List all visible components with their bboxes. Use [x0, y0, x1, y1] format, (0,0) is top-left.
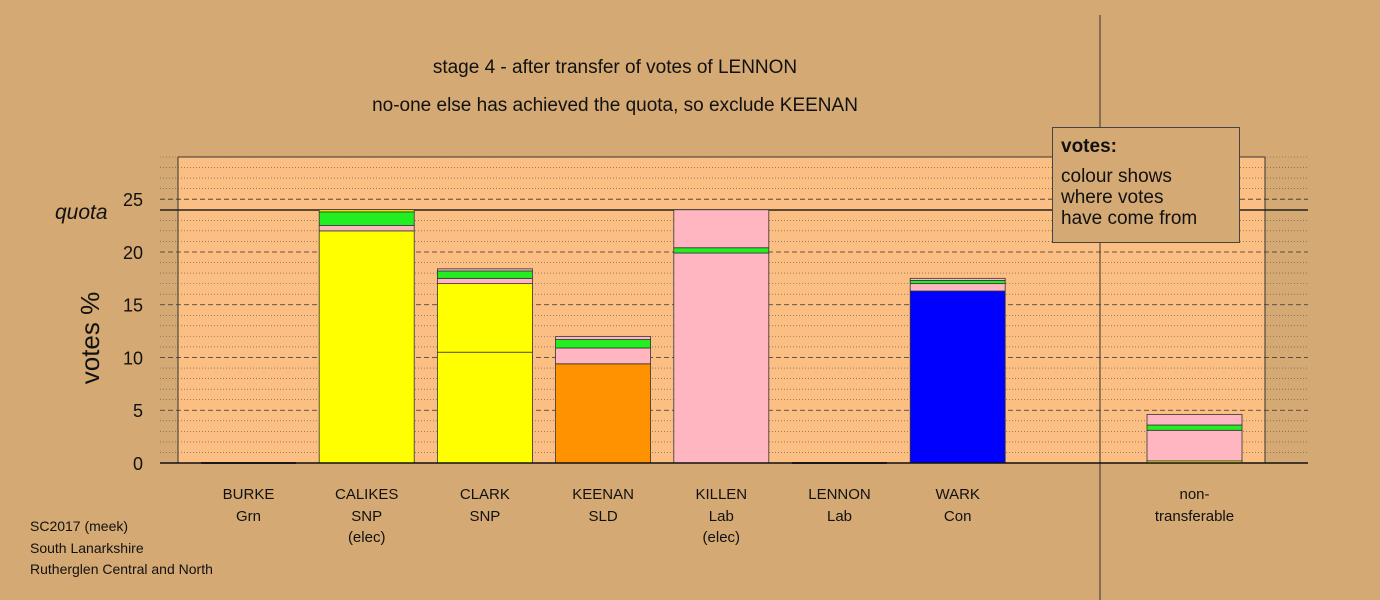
chart-subtitle: no-one else has achieved the quota, so e… [372, 95, 858, 116]
bar-segment-killen [673, 247, 770, 254]
bar-segment-keenan [555, 339, 651, 349]
candidate-party: SNP [469, 508, 500, 525]
y-tick-label: 20 [123, 243, 143, 263]
candidate-party: Lab [709, 508, 734, 525]
bar-segment-keenan [555, 347, 651, 365]
legend-title: votes: [1061, 136, 1117, 157]
bar-segment-wark [909, 290, 1006, 464]
bar-segment-clark [436, 277, 533, 285]
legend-box: votes: colour shows where votes have com… [1052, 127, 1240, 243]
bar-segment-killen [673, 252, 770, 464]
bar-segment-nontransferable [1146, 414, 1243, 426]
candidate-party: Lab [827, 508, 852, 525]
candidate-party: SNP [351, 508, 382, 525]
footer-line-3: Rutherglen Central and North [30, 561, 213, 577]
nontransferable-label: transferable [1155, 508, 1234, 525]
candidate-name: KILLEN [695, 486, 747, 503]
y-tick-label: 10 [123, 348, 143, 368]
bar-segment-killen [673, 209, 770, 249]
candidate-name: WARK [935, 486, 979, 503]
bar-segment-nontransferable [1146, 429, 1243, 462]
bar-segment-clark [436, 283, 533, 353]
y-tick-label: 25 [123, 190, 143, 210]
bar-segment-wark [909, 283, 1006, 292]
candidate-name: CALIKES [335, 486, 398, 503]
quota-label: quota [55, 201, 108, 224]
y-axis-label: votes % [75, 292, 105, 385]
y-tick-labels: 0 5 10 15 20 25 [123, 190, 143, 474]
bar-segment-wark [909, 280, 1006, 285]
candidate-party: Grn [236, 508, 261, 525]
bar-segment-calikes [318, 225, 415, 232]
legend-line-1: colour shows [1061, 166, 1172, 187]
y-tick-label: 5 [133, 401, 143, 421]
footer-line-2: South Lanarkshire [30, 540, 144, 556]
candidate-name: CLARK [460, 486, 510, 503]
bar-segment-nontransferable [1146, 424, 1243, 431]
bar-segment-calikes [318, 230, 415, 464]
candidate-note: (elec) [703, 529, 741, 546]
bar-segment-clark [436, 270, 533, 279]
candidate-name: BURKE [223, 486, 275, 503]
legend-line-2: where votes [1061, 187, 1164, 208]
footer-line-1: SC2017 (meek) [30, 518, 128, 534]
candidate-party: Con [944, 508, 972, 525]
bar-segment-calikes [318, 211, 415, 226]
bar-segment-wark [909, 277, 1006, 281]
bar-segment-keenan [555, 335, 651, 340]
bars [201, 209, 1243, 464]
y-tick-label: 15 [123, 296, 143, 316]
candidate-note: (elec) [348, 529, 386, 546]
bar-segment-calikes [318, 209, 415, 213]
bar-segment-clark [436, 268, 533, 272]
y-tick-label: 0 [133, 454, 143, 474]
bar-segment-clark [436, 351, 533, 464]
chart-title: stage 4 - after transfer of votes of LEN… [433, 57, 797, 78]
candidate-name: LENNON [808, 486, 871, 503]
legend-line-3: have come from [1061, 208, 1198, 229]
candidate-name: KEENAN [572, 486, 634, 503]
candidate-party: SLD [589, 508, 618, 525]
bar-segment-keenan [555, 363, 651, 464]
candidate-labels: BURKE Grn CALIKES SNP (elec) CLARK SNP KEENAN SL… [223, 486, 1234, 546]
nontransferable-label: non- [1179, 486, 1209, 503]
